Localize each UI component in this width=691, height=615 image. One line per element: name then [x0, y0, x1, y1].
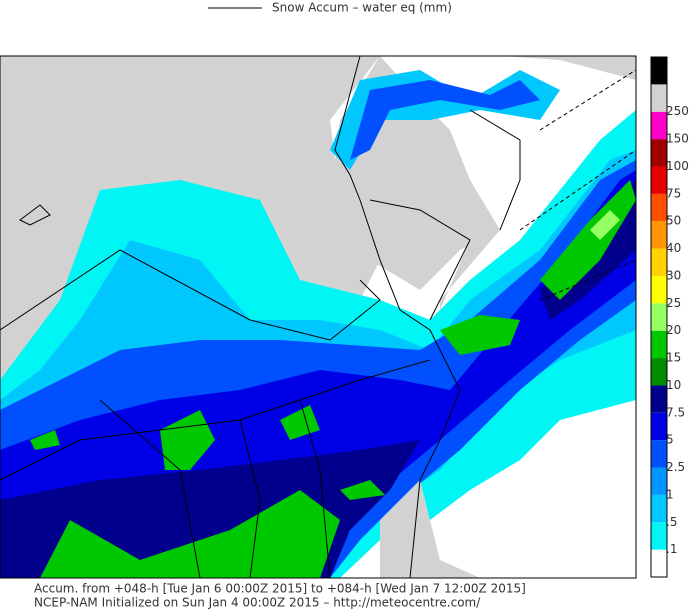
snow-heavy [30, 180, 636, 578]
colorbar-segment [651, 248, 667, 276]
colorbar-segment [651, 440, 667, 468]
colorbar-label: 15 [666, 351, 681, 365]
colorbar-label: 25 [666, 296, 681, 310]
colorbar-frame [650, 56, 668, 578]
title: Snow Accum – water eq (mm) [272, 1, 452, 15]
colorbar-segment [651, 467, 667, 495]
colorbar-label: 150 [666, 132, 689, 146]
colorbar-segment [651, 303, 667, 331]
colorbar-segment [651, 549, 667, 577]
colorbar-label: 50 [666, 214, 681, 228]
border-dashed [519, 69, 636, 301]
colorbar-label: 5 [666, 433, 674, 447]
land-north [0, 56, 636, 80]
colorbar-label: 75 [666, 186, 681, 200]
colorbar-segment [651, 221, 667, 249]
colorbar-segment [651, 84, 667, 112]
colorbar-label: 40 [666, 241, 681, 255]
colorbar-label: 30 [666, 268, 681, 282]
colorbar: .1 .5 1 2.5 5 7.5 10 15 20 25 30 40 50 75 100 150 250 [650, 56, 689, 578]
colorbar-segment [651, 275, 667, 304]
map [0, 55, 637, 579]
snow-north-2 [350, 80, 540, 160]
colorbar-segment [651, 494, 667, 523]
colorbar-label: 2.5 [666, 460, 685, 474]
colorbar-segment [651, 111, 667, 140]
colorbar-segment [651, 57, 667, 85]
colorbar-label: .1 [666, 542, 677, 556]
colorbar-segment [651, 166, 667, 194]
colorbar-label: 250 [666, 104, 689, 118]
colorbar-label: 10 [666, 378, 681, 392]
footer-line-2: NCEP-NAM Initialized on Sun Jan 4 00:00Z… [34, 596, 481, 610]
colorbar-label: 7.5 [666, 405, 685, 419]
colorbar-segment [651, 412, 667, 441]
colorbar-segment [651, 385, 667, 413]
colorbar-label: .5 [666, 515, 677, 529]
snow-max [590, 210, 620, 240]
boundaries [0, 56, 521, 578]
colorbar-segment [651, 358, 667, 386]
colorbar-segment [651, 522, 667, 550]
colorbar-label: 100 [666, 159, 689, 173]
land-south [380, 230, 500, 578]
colorbar-segment [651, 193, 667, 222]
colorbar-label: 1 [666, 487, 674, 501]
footer-line-1: Accum. from +048-h [Tue Jan 6 00:00Z 201… [34, 582, 526, 596]
snow-band-5 [0, 180, 636, 578]
colorbar-label: 20 [666, 323, 681, 337]
map-frame [0, 55, 637, 579]
colorbar-segment [651, 330, 667, 359]
colorbar-segment [651, 139, 667, 167]
